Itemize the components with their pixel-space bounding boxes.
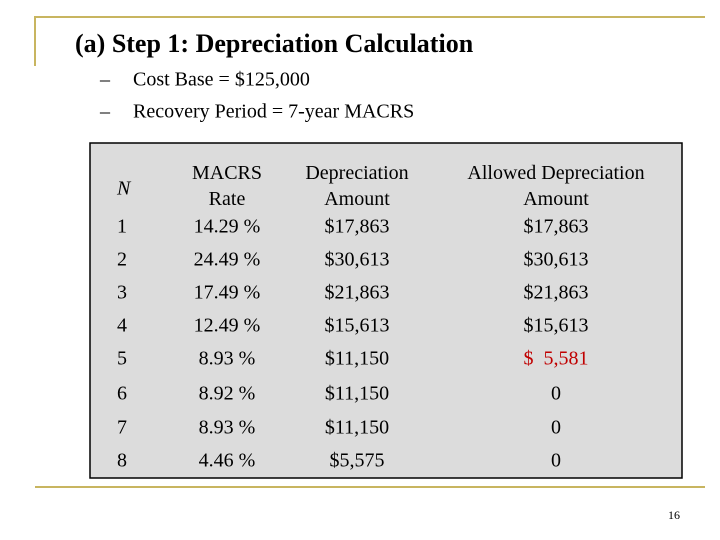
table-cell: 8: [117, 450, 127, 472]
table-cell: 8.92 %: [199, 383, 256, 405]
table-cell: 3: [117, 282, 127, 304]
page-number: 16: [668, 508, 680, 522]
table-cell: 2: [117, 249, 127, 271]
table-cell: 1: [117, 216, 127, 238]
table-cell: $ 5,581: [524, 348, 589, 370]
table-cell: $30,613: [524, 249, 589, 271]
column-header-line: Allowed Depreciation: [467, 162, 644, 184]
table-cell: $11,150: [325, 417, 389, 439]
table-cell: $11,150: [325, 383, 389, 405]
table-cell: 14.29 %: [194, 216, 261, 238]
table-cell: 8.93 %: [199, 417, 256, 439]
column-header: N: [116, 178, 132, 200]
column-header-line: Rate: [209, 188, 246, 210]
table-cell: 5: [117, 348, 127, 370]
table-cell: $15,613: [524, 315, 589, 337]
bullet-dash: –: [99, 69, 111, 91]
table-cell: $5,575: [330, 450, 385, 472]
table-cell: $30,613: [325, 249, 390, 271]
table-cell: 7: [117, 417, 127, 439]
table-cell: 0: [551, 383, 561, 405]
table-cell: $17,863: [325, 216, 390, 238]
table-cell: 24.49 %: [194, 249, 261, 271]
bullet: Recovery Period = 7-year MACRS: [133, 101, 414, 123]
table-cell: $17,863: [524, 216, 589, 238]
table-cell: 8.93 %: [199, 348, 256, 370]
table-background: [89, 142, 683, 479]
column-header: Depreciation Amount: [305, 162, 408, 210]
bullet: Cost Base = $125,000: [133, 69, 310, 91]
table-cell: $21,863: [524, 282, 589, 304]
column-header-line: Depreciation: [305, 162, 408, 184]
slide-title: (a) Step 1: Depreciation Calculation: [75, 29, 474, 58]
table-cell: $21,863: [325, 282, 390, 304]
table-cell: $15,613: [325, 315, 390, 337]
table-cell: 4: [117, 315, 127, 337]
column-header: Allowed Depreciation Amount: [467, 162, 644, 210]
table-cell: 17.49 %: [194, 282, 261, 304]
column-header-line: Amount: [324, 188, 390, 210]
table-cell: $11,150: [325, 348, 389, 370]
table-cell: 6: [117, 383, 127, 405]
table-cell: 12.49 %: [194, 315, 261, 337]
table-cell: 0: [551, 450, 561, 472]
column-header: MACRS Rate: [192, 162, 262, 210]
bullet-dash: –: [99, 101, 111, 123]
table-cell: 4.46 %: [199, 450, 256, 472]
table-cell: 0: [551, 417, 561, 439]
column-header-line: Amount: [523, 188, 589, 210]
column-header-line: MACRS: [192, 162, 262, 184]
